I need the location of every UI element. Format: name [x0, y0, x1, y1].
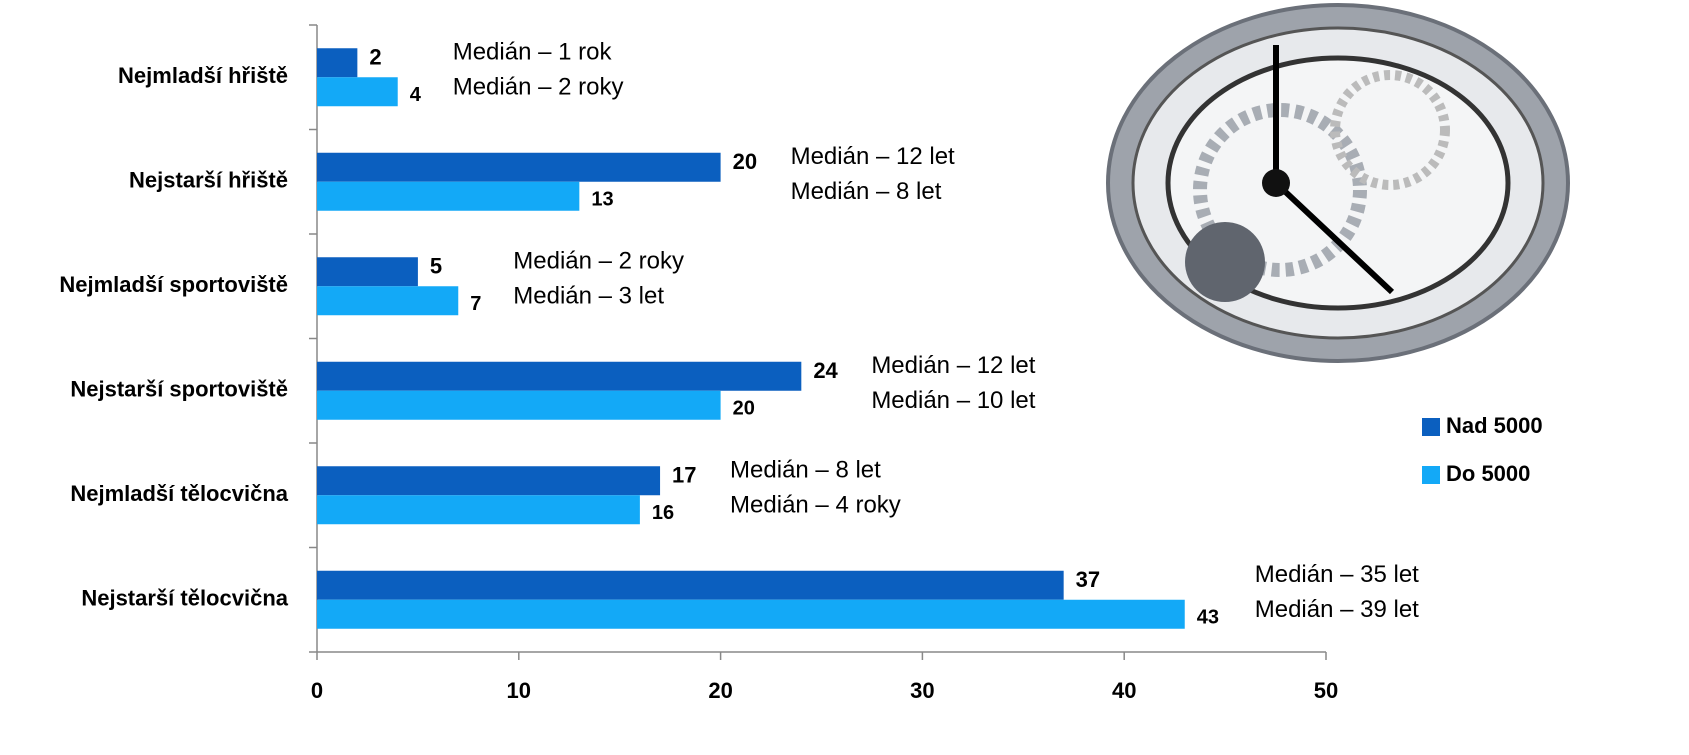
x-tick-label: 40: [1112, 678, 1136, 703]
bar: [317, 495, 640, 525]
annotation: Medián – 12 let: [791, 143, 955, 170]
bar: [317, 390, 721, 420]
legend-swatch: [1422, 466, 1440, 484]
annotation: Medián – 39 let: [1255, 596, 1419, 623]
legend-label: Do 5000: [1446, 461, 1530, 486]
legend-label: Nad 5000: [1446, 413, 1543, 438]
value-label: 37: [1076, 567, 1100, 592]
value-label: 16: [652, 502, 674, 524]
annotation: Medián – 3 let: [513, 283, 664, 310]
value-label: 24: [813, 358, 838, 383]
category-label: Nejstarší sportoviště: [70, 377, 288, 402]
value-label: 17: [672, 463, 696, 488]
bar: [317, 181, 580, 211]
bar: [317, 466, 661, 496]
x-tick-label: 0: [311, 678, 323, 703]
annotation: Medián – 10 let: [871, 387, 1035, 414]
bar: [317, 570, 1064, 600]
value-label: 20: [733, 149, 757, 174]
annotation: Medián – 1 rok: [453, 39, 613, 66]
bar: [317, 152, 721, 182]
value-label: 4: [410, 84, 422, 106]
category-label: Nejstarší tělocvična: [81, 586, 288, 611]
annotation: Medián – 2 roky: [513, 248, 684, 275]
value-label: 5: [430, 254, 442, 279]
legend-swatch: [1422, 418, 1440, 436]
x-tick-label: 10: [507, 678, 531, 703]
category-label: Nejmladší hřiště: [118, 63, 288, 88]
annotation: Medián – 35 let: [1255, 561, 1419, 588]
bar: [317, 257, 418, 287]
bar: [317, 48, 358, 78]
annotation: Medián – 4 roky: [730, 492, 901, 519]
value-label: 13: [591, 189, 613, 211]
value-label: 20: [733, 398, 755, 420]
bar: [317, 77, 398, 107]
value-label: 2: [369, 45, 381, 70]
category-label: Nejmladší tělocvična: [70, 481, 288, 506]
annotation: Medián – 8 let: [730, 457, 881, 484]
category-label: Nejmladší sportoviště: [59, 272, 288, 297]
x-tick-label: 30: [910, 678, 934, 703]
clock-image: [1106, 3, 1570, 363]
value-label: 7: [470, 293, 481, 315]
bar: [317, 361, 802, 391]
annotation: Medián – 2 roky: [453, 74, 624, 101]
value-label: 43: [1197, 607, 1219, 629]
x-tick-label: 50: [1314, 678, 1338, 703]
bar: [317, 286, 459, 316]
x-tick-label: 20: [708, 678, 732, 703]
bar: [317, 599, 1185, 629]
category-label: Nejstarší hřiště: [129, 168, 288, 193]
annotation: Medián – 12 let: [871, 352, 1035, 379]
annotation: Medián – 8 let: [791, 178, 942, 205]
